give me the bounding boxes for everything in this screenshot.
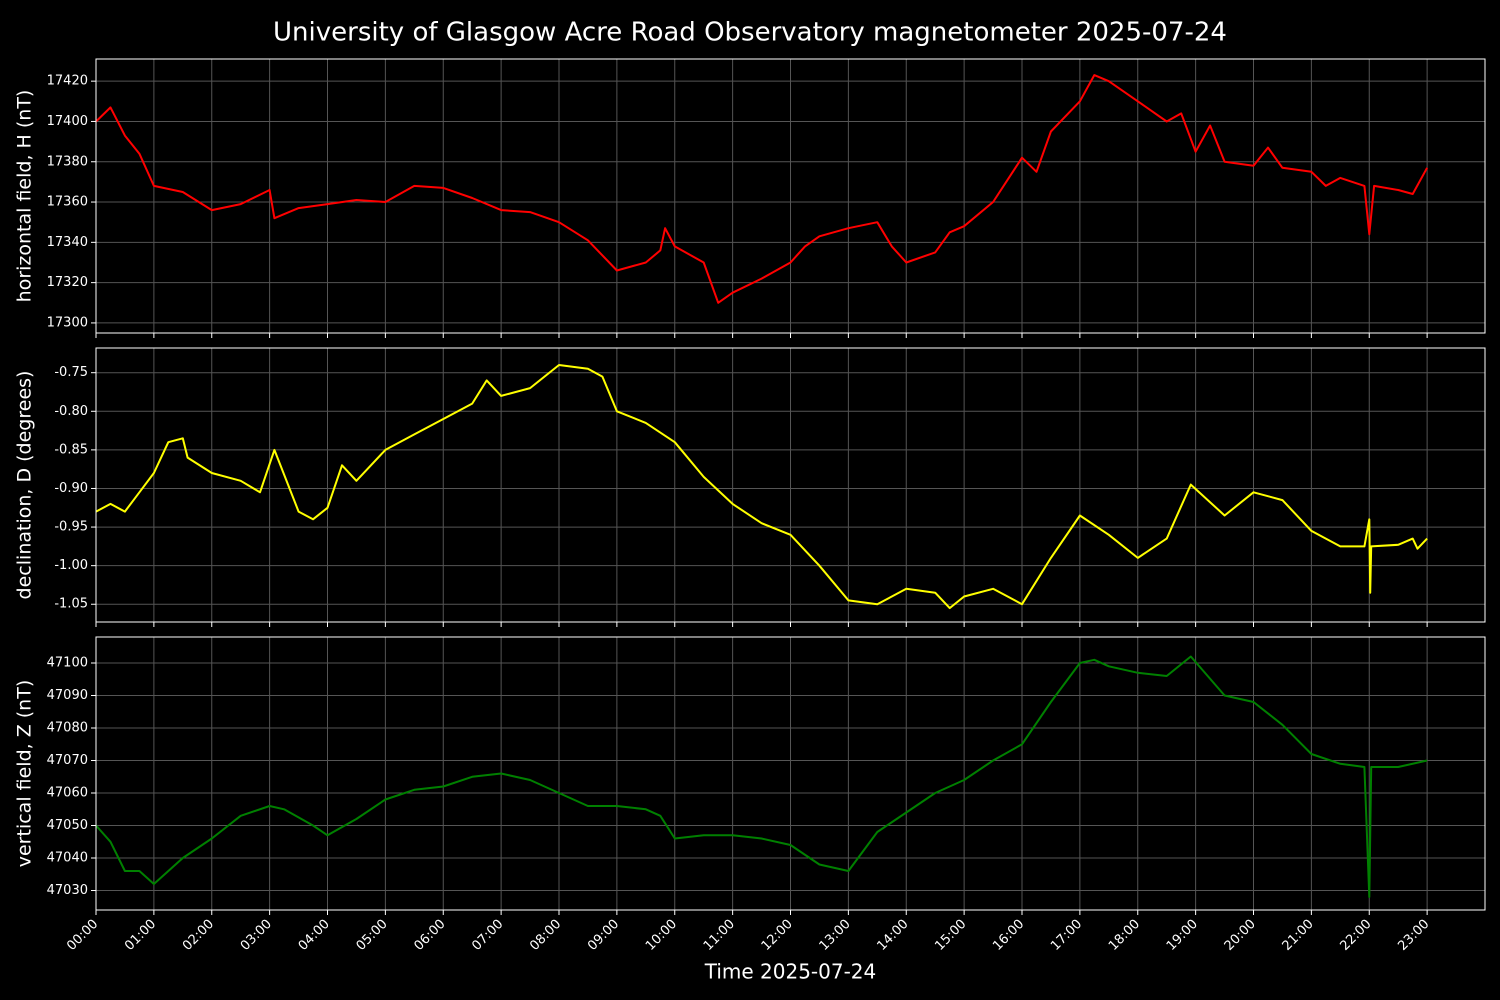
y-tick-label: 47080: [47, 721, 88, 736]
y-tick-label: -1.00: [54, 558, 88, 573]
y-tick-label: 17320: [47, 275, 88, 290]
y-tick-label: -0.95: [54, 520, 88, 535]
figure-title: University of Glasgow Acre Road Observat…: [273, 18, 1227, 48]
data-line: [95, 74, 1428, 304]
y-tick-label: 47090: [47, 688, 88, 703]
y-tick-label: 17420: [47, 74, 88, 89]
y-tick-label: -0.80: [54, 404, 88, 419]
y-tick-label: -1.05: [54, 597, 88, 612]
data-line: [95, 655, 1428, 898]
y-axis-label: vertical field, Z (nT): [14, 680, 36, 868]
y-tick-label: 47070: [47, 753, 88, 768]
y-tick-label: 17300: [47, 315, 88, 330]
y-tick-label: 17380: [47, 154, 88, 169]
y-tick-label: 17360: [47, 195, 88, 210]
plot-frame: [95, 636, 1486, 911]
y-tick-label: -0.90: [54, 481, 88, 496]
y-tick-label: -0.75: [54, 365, 88, 380]
y-tick-label: 17400: [47, 114, 88, 129]
plot-frame: [95, 58, 1486, 334]
data-line: [95, 364, 1428, 610]
y-tick-label: 47100: [47, 656, 88, 671]
y-axis-label: horizontal field, H (nT): [14, 90, 36, 303]
y-tick-label: 47050: [47, 818, 88, 833]
y-tick-label: 47060: [47, 786, 88, 801]
y-tick-label: 47030: [47, 883, 88, 898]
y-tick-label: 17340: [47, 235, 88, 250]
x-axis-label: Time 2025-07-24: [704, 960, 877, 984]
plot-frame: [95, 347, 1486, 623]
y-tick-label: 47040: [47, 851, 88, 866]
y-tick-label: -0.85: [54, 442, 88, 457]
y-axis-label: declination, D (degrees): [14, 371, 36, 600]
